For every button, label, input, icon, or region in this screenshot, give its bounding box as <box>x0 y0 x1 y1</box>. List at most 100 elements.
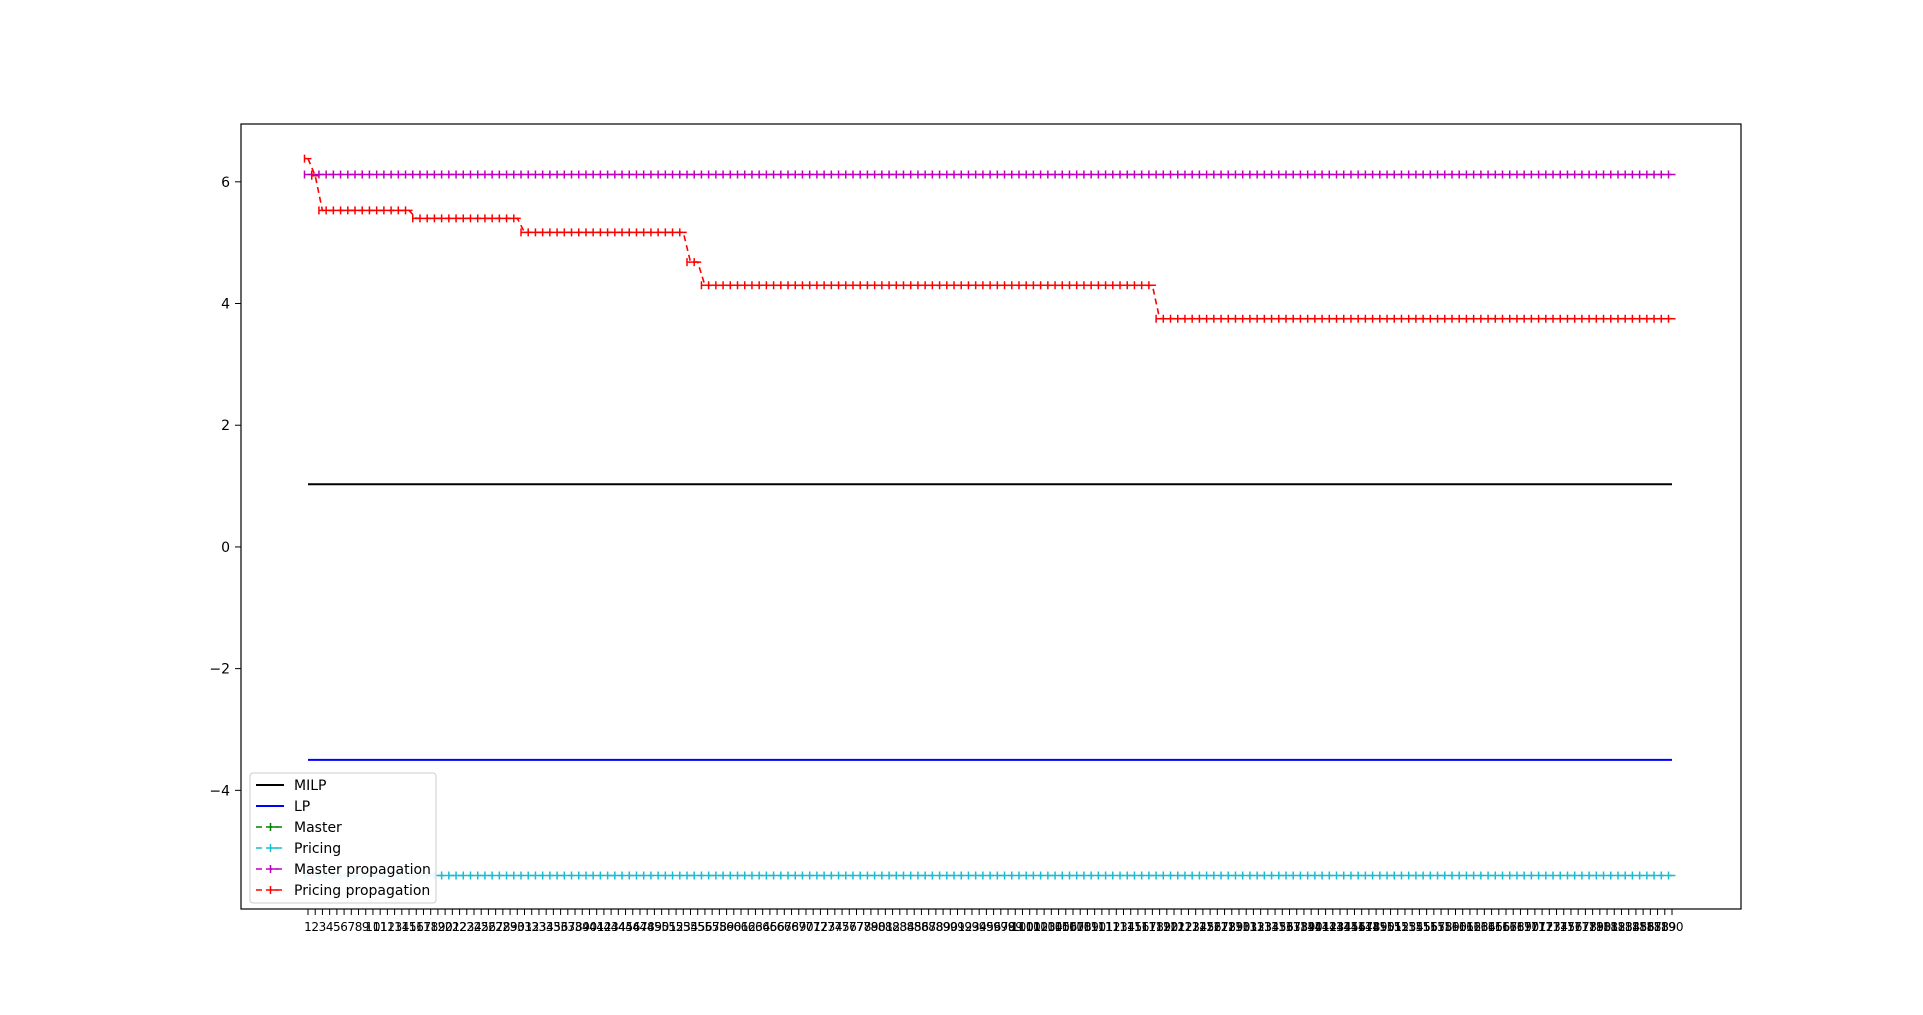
series-4-point-6 <box>339 170 348 179</box>
series-4-point-76 <box>845 170 853 179</box>
series-5-point-70 <box>801 281 810 290</box>
series-3-point-37 <box>563 871 572 880</box>
series-5-point-30 <box>513 214 521 223</box>
x-tick-label: 150 <box>1372 920 1395 934</box>
series-5-point-98 <box>1003 281 1012 290</box>
series-3-point-139 <box>1299 871 1308 880</box>
series-4-point-173 <box>1545 170 1553 179</box>
series-4-point-21 <box>448 170 456 179</box>
y-tick-label: −4 <box>209 783 230 799</box>
series-4-point-101 <box>1025 170 1034 179</box>
series-5-point-155 <box>1415 314 1423 323</box>
series-5-point-167 <box>1501 314 1510 323</box>
series-3-point-57 <box>707 871 716 880</box>
series-5-point-47 <box>635 228 644 237</box>
series-4-point-3 <box>318 170 326 179</box>
series-3-point-184 <box>1624 871 1633 880</box>
x-tick-label: 6 <box>340 920 348 934</box>
x-tick-label: 179 <box>1581 920 1604 934</box>
x-tick-label: 37 <box>560 920 575 934</box>
series-3-point-124 <box>1191 871 1200 880</box>
series-3-point-91 <box>953 871 962 880</box>
series-5-point-169 <box>1516 314 1524 323</box>
series-4-point-137 <box>1285 170 1293 179</box>
series-5-point-22 <box>455 214 464 223</box>
x-tick-label: 123 <box>1177 920 1200 934</box>
x-tick-label: 183 <box>1610 920 1633 934</box>
series-3-point-157 <box>1429 871 1438 880</box>
series-3-point-81 <box>881 871 889 880</box>
series-3-point-43 <box>606 871 615 880</box>
series-4-point-73 <box>823 170 832 179</box>
series-5-point-166 <box>1494 314 1503 323</box>
x-tick-label: 48 <box>640 920 655 934</box>
series-4-point-151 <box>1386 170 1395 179</box>
x-tick-label: 109 <box>1076 920 1099 934</box>
series-3-point-104 <box>1047 871 1055 880</box>
series-4-point-164 <box>1480 170 1488 179</box>
series-5-point-153 <box>1400 314 1409 323</box>
series-4-point-83 <box>895 170 904 179</box>
series-3-point-143 <box>1328 871 1337 880</box>
series-3-point-189 <box>1660 871 1669 880</box>
series-4-point-142 <box>1321 170 1330 179</box>
series-4-point-165 <box>1487 170 1496 179</box>
series-4-point-156 <box>1422 170 1431 179</box>
x-tick-label: 155 <box>1408 920 1431 934</box>
x-tick-label: 108 <box>1069 920 1092 934</box>
series-5-point-43 <box>606 228 615 237</box>
x-tick-label: 26 <box>481 920 496 934</box>
series-4-point-111 <box>1097 170 1106 179</box>
series-3-point-89 <box>938 871 947 880</box>
x-tick-label: 27 <box>488 920 503 934</box>
series-5-point-160 <box>1451 314 1459 323</box>
series-4-point-174 <box>1552 170 1561 179</box>
series-5-point-2 <box>310 171 319 180</box>
series-3-point-186 <box>1638 871 1647 880</box>
series-5-point-138 <box>1292 314 1301 323</box>
series-5-point-163 <box>1472 314 1481 323</box>
legend-marker <box>269 865 278 873</box>
series-3-point-68 <box>787 871 796 880</box>
series-3-point-188 <box>1653 871 1662 880</box>
series-3-point-54 <box>686 871 694 880</box>
series-4-point-1 <box>303 170 312 179</box>
x-tick-label: 87 <box>921 920 936 934</box>
series-3-point-105 <box>1054 871 1063 880</box>
series-3-point-90 <box>946 871 954 880</box>
series-5-point-4 <box>325 206 334 215</box>
y-tick-label: −2 <box>209 662 230 678</box>
x-tick-label: 75 <box>834 920 849 934</box>
x-tick-label: 54 <box>683 920 698 934</box>
series-4-point-108 <box>1075 170 1084 179</box>
x-tick-label: 55 <box>690 920 705 934</box>
x-tick-label: 28 <box>495 920 510 934</box>
series-3-point-80 <box>873 871 882 880</box>
series-5-point-49 <box>650 228 658 237</box>
x-tick-label: 185 <box>1624 920 1647 934</box>
series-3-point-180 <box>1595 871 1604 880</box>
x-tick-label: 142 <box>1314 920 1337 934</box>
series-5-point-9 <box>361 206 370 215</box>
series-3-point-88 <box>931 871 940 880</box>
series-3-point-109 <box>1083 871 1091 880</box>
series-3-point-50 <box>657 871 666 880</box>
series-5-point-53 <box>679 228 687 237</box>
series-4-point-184 <box>1624 170 1633 179</box>
series-3-point-155 <box>1415 871 1423 880</box>
series-5-point-103 <box>1039 281 1048 290</box>
series-4-point-128 <box>1220 170 1229 179</box>
legend-label: MILP <box>294 778 326 794</box>
series-4-point-96 <box>989 170 998 179</box>
series-4-point-120 <box>1162 170 1171 179</box>
series-3-point-39 <box>577 871 586 880</box>
series-4-point-131 <box>1241 170 1250 179</box>
x-tick-label: 174 <box>1545 920 1568 934</box>
x-tick-label: 190 <box>1661 920 1684 934</box>
x-tick-label: 47 <box>632 920 647 934</box>
x-tick-label: 175 <box>1552 920 1575 934</box>
series-5-point-92 <box>960 281 969 290</box>
series-3-point-144 <box>1335 871 1344 880</box>
x-tick-label: 63 <box>748 920 763 934</box>
series-4-point-140 <box>1306 170 1315 179</box>
